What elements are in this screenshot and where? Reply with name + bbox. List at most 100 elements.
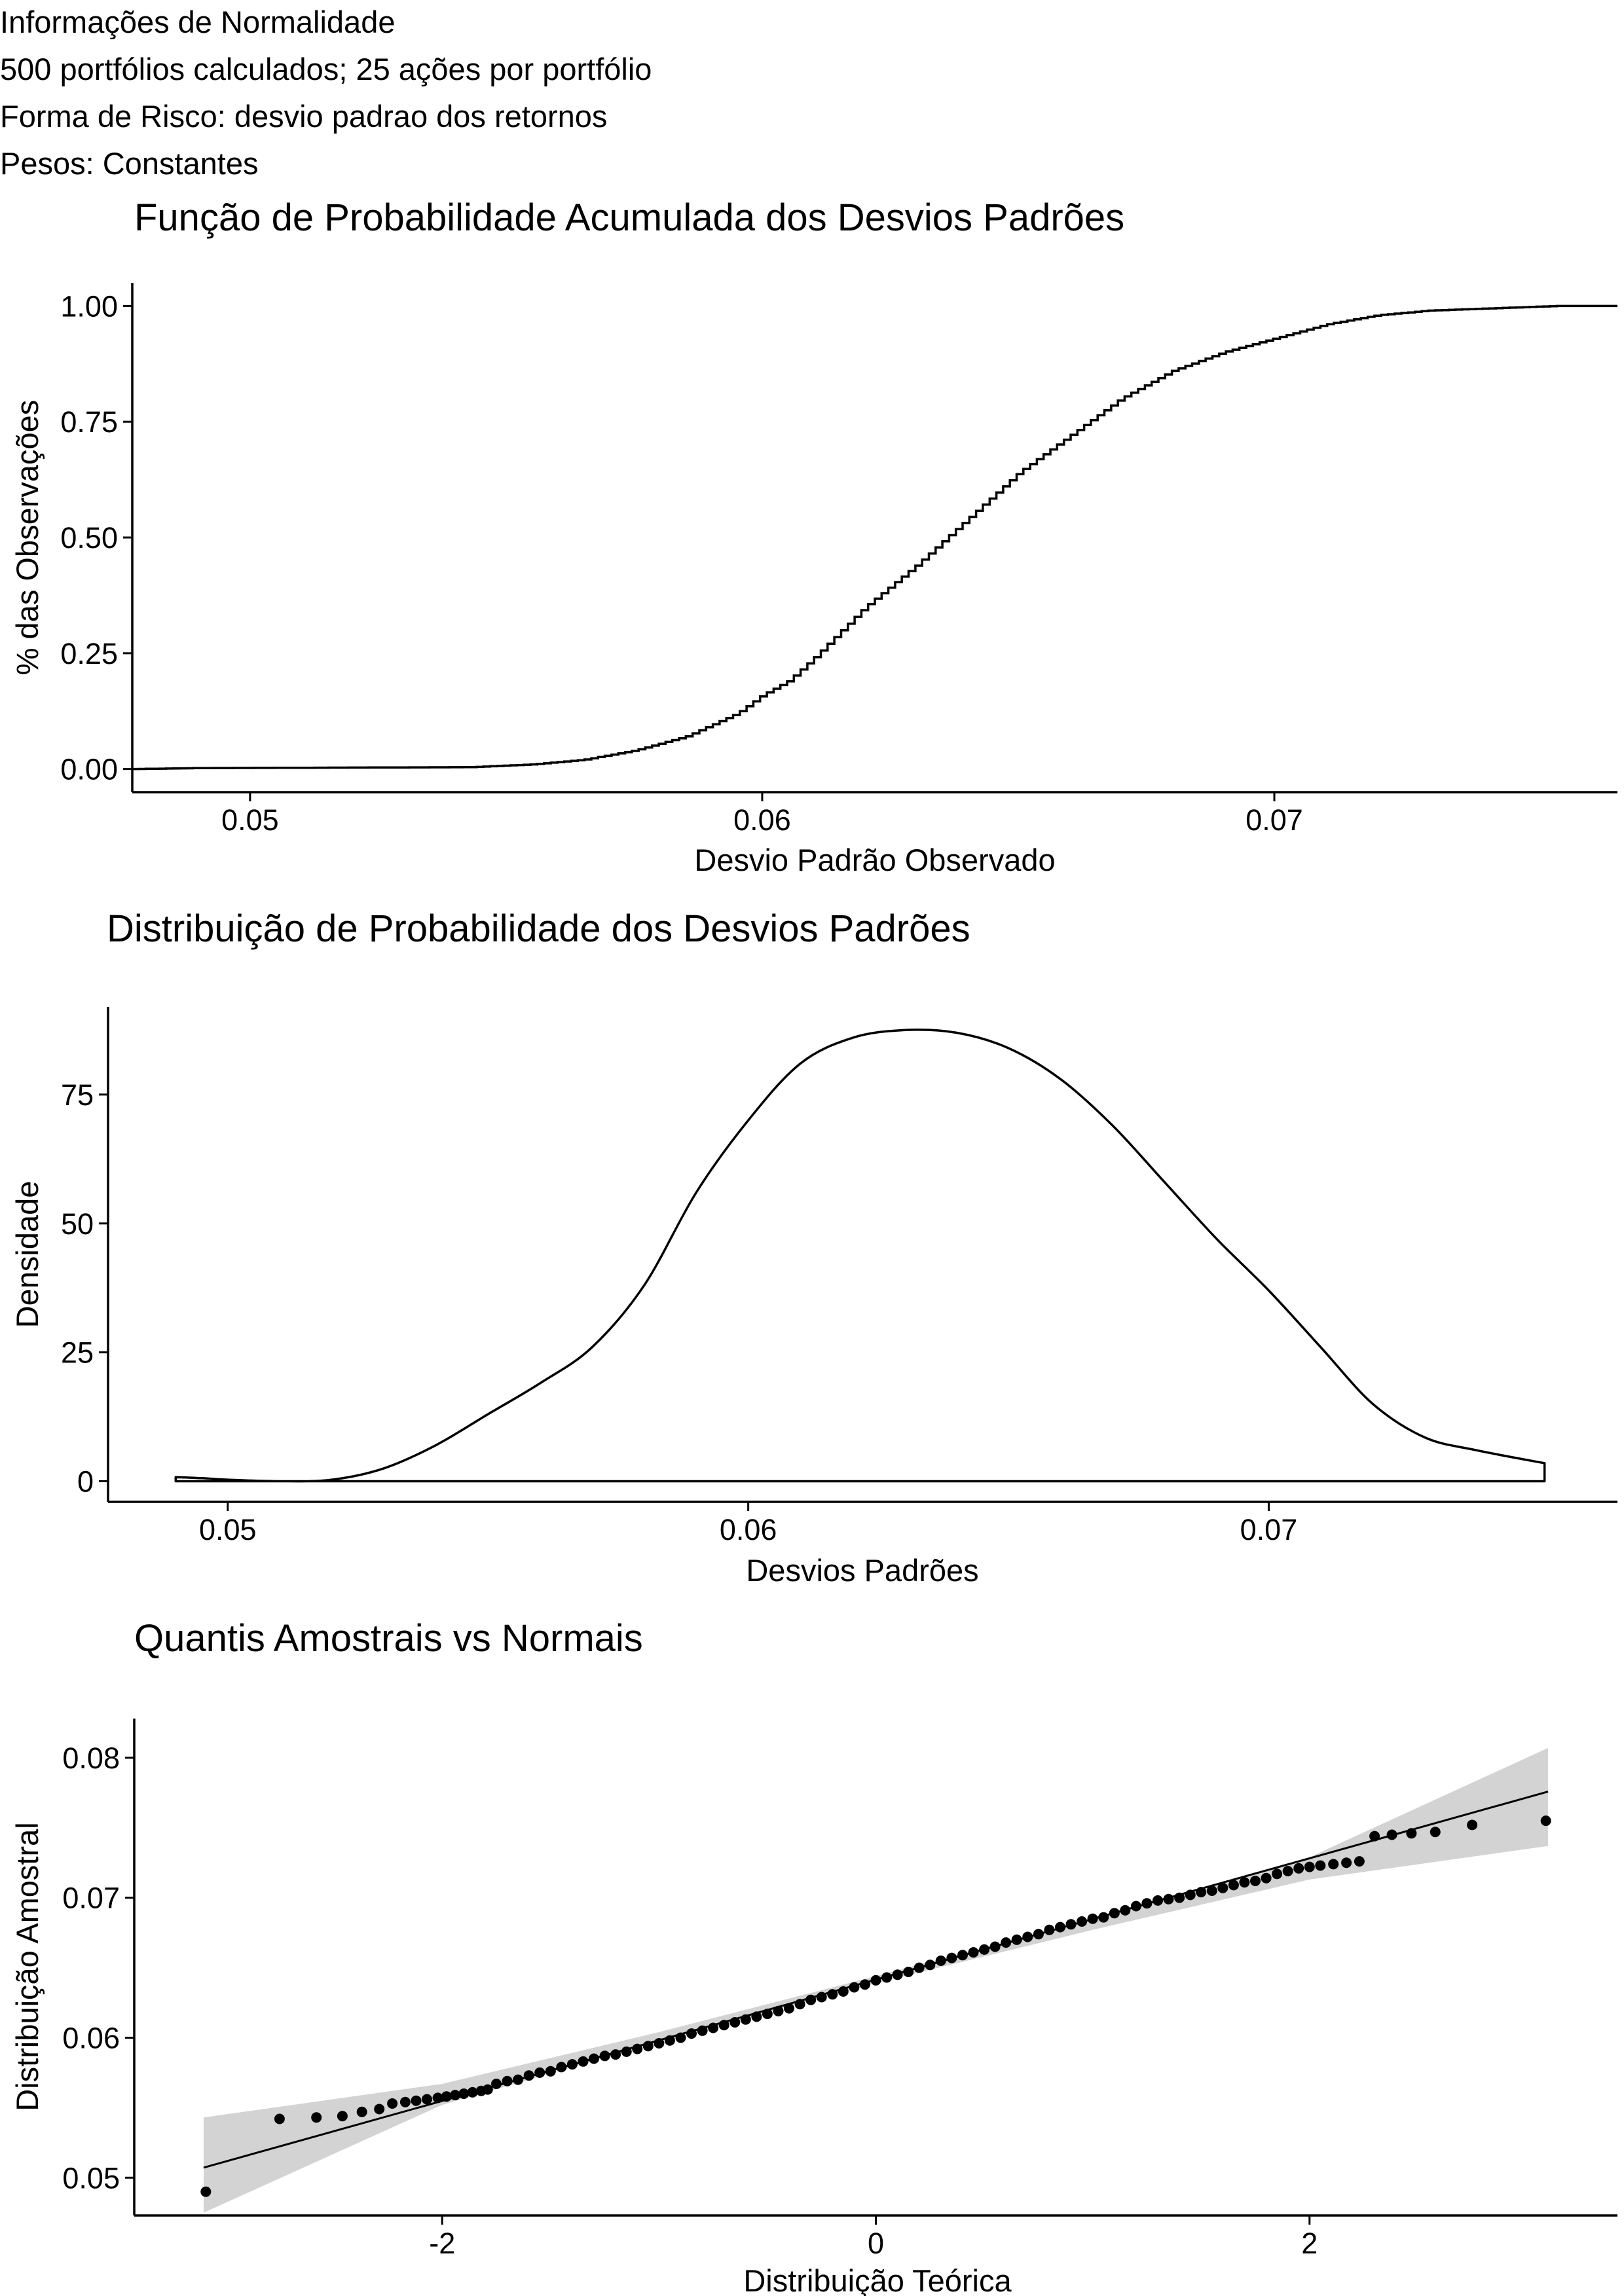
y-tick-label: 0.25 (60, 637, 118, 670)
y-tick-label: 0.00 (60, 753, 118, 786)
qq-point (356, 2106, 367, 2117)
qq-point (925, 1959, 936, 1971)
qq-point (482, 2084, 493, 2095)
qq-point (411, 2095, 422, 2106)
qq-point (1163, 1893, 1174, 1904)
qq-point (374, 2104, 385, 2115)
qq-point (200, 2186, 212, 2197)
qq-point (827, 1989, 838, 2000)
ecdf-y-ticks: 0.00 0.25 0.50 0.75 1.00 (60, 289, 132, 786)
qq-point (311, 2112, 322, 2123)
ecdf-x-ticks: 0.05 0.06 0.07 (221, 792, 1303, 837)
qq-point (566, 2059, 578, 2070)
qq-point (1540, 1815, 1551, 1827)
qq-point (718, 2020, 729, 2031)
qq-point (589, 2053, 599, 2064)
qq-point (773, 2005, 784, 2016)
qq-point (794, 1999, 805, 2010)
x-tick-label: 0.05 (199, 1513, 257, 1546)
qq-point (1065, 1919, 1077, 1930)
qq-point (1293, 1863, 1304, 1874)
qq-point (523, 2070, 534, 2081)
y-tick-label: 0 (77, 1465, 94, 1499)
y-tick-label: 0.07 (62, 1882, 120, 1915)
qq-point (534, 2067, 545, 2078)
x-tick-label: 0.06 (720, 1513, 777, 1546)
ecdf-step-line (132, 304, 1617, 771)
qq-point (441, 2091, 452, 2102)
qq-point (556, 2062, 567, 2073)
qq-point (1217, 1882, 1228, 1893)
qq-point (849, 1982, 860, 1993)
qq-point (686, 2028, 697, 2039)
ecdf-marks (132, 304, 1617, 771)
qq-x-axis-label: Distribuição Teórica (743, 2263, 1012, 2296)
qq-point (1185, 1889, 1196, 1901)
info-portfolio-count: 500 portfólios calculados; 25 ações por … (0, 52, 652, 86)
qq-point (458, 2088, 470, 2099)
qq-point (1328, 1859, 1339, 1870)
qq-point (1098, 1912, 1109, 1923)
qq-point (881, 1972, 893, 1983)
density-x-axis-label: Desvios Padrões (746, 1553, 978, 1588)
qq-marks (200, 1747, 1551, 2213)
qq-point (1228, 1880, 1239, 1891)
qq-point (1120, 1904, 1131, 1916)
x-tick-label: 0.07 (1240, 1513, 1298, 1546)
density-chart: Distribuição de Probabilidade dos Desvio… (10, 907, 1617, 1588)
density-x-ticks: 0.05 0.06 0.07 (199, 1502, 1297, 1546)
qq-point (913, 1962, 925, 1973)
qq-point (1354, 1856, 1365, 1867)
qq-point (751, 2011, 762, 2022)
qq-point (1282, 1866, 1293, 1876)
qq-title: Quantis Amostrais vs Normais (134, 1617, 643, 1660)
ecdf-y-axis-label: % das Observações (10, 400, 45, 676)
qq-point (838, 1986, 849, 1997)
density-curve (174, 1029, 1546, 1483)
info-title: Informações de Normalidade (0, 5, 396, 39)
density-y-ticks: 0 25 50 75 (61, 1078, 108, 1499)
density-title: Distribuição de Probabilidade dos Desvio… (107, 907, 970, 950)
qq-point (491, 2079, 502, 2089)
qq-point (903, 1967, 914, 1977)
qq-point (654, 2038, 665, 2049)
qq-point (1206, 1886, 1217, 1896)
qq-point (1001, 1937, 1012, 1948)
qq-point (1386, 1829, 1397, 1840)
qq-point (274, 2113, 285, 2124)
y-tick-label: 0.08 (62, 1741, 120, 1775)
x-tick-label: -2 (429, 2227, 455, 2260)
qq-point (1130, 1901, 1141, 1912)
qq-point (859, 1979, 870, 1990)
qq-point (957, 1950, 968, 1961)
ecdf-x-axis-label: Desvio Padrão Observado (694, 843, 1055, 877)
qq-point (450, 2090, 461, 2101)
qq-point (1109, 1908, 1120, 1919)
qq-point (513, 2074, 524, 2085)
qq-point (664, 2035, 675, 2046)
qq-point (642, 2041, 654, 2052)
qq-y-ticks: 0.05 0.06 0.07 0.08 (62, 1741, 134, 2195)
y-tick-label: 0.06 (62, 2021, 120, 2054)
qq-point (432, 2092, 443, 2104)
qq-point (422, 2094, 432, 2105)
qq-point (979, 1944, 990, 1955)
y-tick-label: 1.00 (60, 289, 118, 323)
qq-point (892, 1969, 903, 1980)
qq-point (387, 2098, 398, 2109)
qq-point (578, 2056, 589, 2067)
density-y-axis-label: Densidade (10, 1181, 45, 1328)
qq-point (1196, 1887, 1207, 1898)
qq-point (989, 1941, 1001, 1952)
qq-point (610, 2049, 621, 2060)
qq-point (1087, 1913, 1098, 1924)
qq-point (870, 1975, 881, 1986)
qq-point (762, 2009, 773, 2020)
qq-point (337, 2111, 348, 2122)
x-tick-label: 0.06 (733, 803, 791, 837)
qq-point (1430, 1827, 1441, 1838)
qq-point (1174, 1892, 1185, 1903)
y-tick-label: 0.50 (60, 521, 118, 555)
qq-point (1033, 1929, 1044, 1940)
